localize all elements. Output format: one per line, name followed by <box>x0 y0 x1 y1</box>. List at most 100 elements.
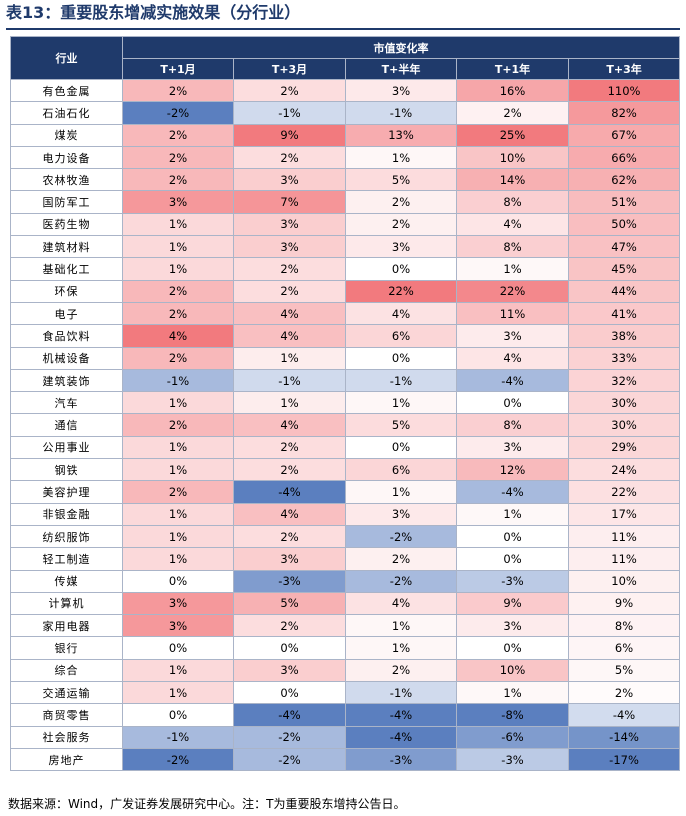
table-row: 交通运输 1% 0% -1% 1% 2% <box>10 681 681 705</box>
value-cell: 11% <box>567 524 681 549</box>
value-cell: 8% <box>567 614 681 638</box>
value-cell: 3% <box>345 235 457 259</box>
industry-cell: 计算机 <box>10 591 123 616</box>
value-cell: 1% <box>122 681 234 705</box>
value-cell: -4% <box>456 480 569 504</box>
value-cell: 2% <box>233 78 346 103</box>
table-row: 机械设备 2% 1% 0% 4% 33% <box>10 346 681 370</box>
value-cell: 3% <box>456 614 569 638</box>
value-cell: 2% <box>122 413 234 437</box>
table-row: 社会服务 -1% -2% -4% -6% -14% <box>10 725 681 749</box>
value-cell: 14% <box>456 168 569 192</box>
value-cell: 6% <box>567 636 681 660</box>
value-cell: 2% <box>122 78 234 103</box>
value-cell: 1% <box>122 235 234 259</box>
value-cell: 0% <box>456 636 569 660</box>
value-cell: 2% <box>345 212 457 237</box>
value-cell: 2% <box>233 458 346 482</box>
table-row: 石油石化 -2% -1% -1% 2% 82% <box>10 101 681 125</box>
value-cell: -4% <box>233 480 346 504</box>
industry-cell: 家用电器 <box>10 614 123 638</box>
value-cell: 110% <box>567 78 681 103</box>
value-cell: 0% <box>456 547 569 571</box>
value-cell: -4% <box>345 703 457 727</box>
industry-cell: 建筑装饰 <box>10 368 123 393</box>
value-cell: -1% <box>233 101 346 125</box>
value-cell: -17% <box>567 747 681 772</box>
value-cell: 67% <box>567 123 681 147</box>
industry-cell: 综合 <box>10 658 123 683</box>
value-cell: 9% <box>456 591 569 616</box>
value-cell: 4% <box>345 301 457 326</box>
value-cell: 0% <box>233 636 346 660</box>
industry-cell: 非银金融 <box>10 502 123 526</box>
value-cell: 3% <box>456 435 569 460</box>
table-row: 银行 0% 0% 1% 0% 6% <box>10 636 681 660</box>
value-cell: 4% <box>122 324 234 348</box>
effect-table: 行业 市值变化率 T+1月 T+3月 T+半年 T+1年 T+3年 有色金属 2%… <box>10 36 681 772</box>
industry-cell: 银行 <box>10 636 123 660</box>
industry-cell: 电力设备 <box>10 145 123 170</box>
value-cell: 2% <box>122 480 234 504</box>
industry-cell: 基础化工 <box>10 257 123 281</box>
value-cell: 22% <box>345 279 457 303</box>
value-cell: 3% <box>233 547 346 571</box>
value-cell: 2% <box>122 301 234 326</box>
table-row: 国防军工 3% 7% 2% 8% 51% <box>10 190 681 214</box>
source-footnote: 数据来源：Wind，广发证券发展研究中心。注：T为重要股东增持公告日。 <box>8 797 406 811</box>
value-cell: 1% <box>345 636 457 660</box>
value-cell: 50% <box>567 212 681 237</box>
value-cell: -2% <box>345 569 457 593</box>
value-cell: 1% <box>456 502 569 526</box>
industry-cell: 轻工制造 <box>10 547 123 571</box>
value-cell: 0% <box>345 257 457 281</box>
value-cell: -1% <box>345 368 457 393</box>
industry-cell: 房地产 <box>10 747 123 772</box>
value-cell: 10% <box>456 658 569 683</box>
value-cell: 4% <box>233 502 346 526</box>
value-cell: 0% <box>345 435 457 460</box>
value-cell: -4% <box>345 725 457 749</box>
value-cell: -3% <box>456 569 569 593</box>
value-cell: 0% <box>233 681 346 705</box>
value-cell: 38% <box>567 324 681 348</box>
value-cell: 3% <box>233 212 346 237</box>
industry-header: 行业 <box>10 36 123 80</box>
value-cell: 13% <box>345 123 457 147</box>
industry-cell: 电子 <box>10 301 123 326</box>
value-cell: -1% <box>345 101 457 125</box>
value-cell: 66% <box>567 145 681 170</box>
value-cell: 6% <box>345 324 457 348</box>
value-cell: 1% <box>233 346 346 370</box>
value-cell: 41% <box>567 301 681 326</box>
value-cell: 5% <box>233 591 346 616</box>
table-row: 农林牧渔 2% 3% 5% 14% 62% <box>10 168 681 192</box>
value-cell: 3% <box>122 614 234 638</box>
table-row: 电力设备 2% 2% 1% 10% 66% <box>10 145 681 170</box>
table-row: 电子 2% 4% 4% 11% 41% <box>10 301 681 326</box>
industry-cell: 商贸零售 <box>10 703 123 727</box>
value-cell: 45% <box>567 257 681 281</box>
value-cell: 2% <box>233 145 346 170</box>
value-cell: 16% <box>456 78 569 103</box>
value-cell: 51% <box>567 190 681 214</box>
table-row: 传媒 0% -3% -2% -3% 10% <box>10 569 681 593</box>
table-row: 计算机 3% 5% 4% 9% 9% <box>10 591 681 616</box>
industry-cell: 建筑材料 <box>10 235 123 259</box>
value-cell: 8% <box>456 235 569 259</box>
value-cell: 1% <box>122 212 234 237</box>
industry-cell: 交通运输 <box>10 681 123 705</box>
title-divider <box>6 28 680 30</box>
value-cell: 0% <box>345 346 457 370</box>
value-cell: -6% <box>456 725 569 749</box>
industry-cell: 石油石化 <box>10 101 123 125</box>
industry-cell: 公用事业 <box>10 435 123 460</box>
industry-cell: 传媒 <box>10 569 123 593</box>
value-cell: 22% <box>456 279 569 303</box>
industry-cell: 医药生物 <box>10 212 123 237</box>
industry-cell: 钢铁 <box>10 458 123 482</box>
table-row: 钢铁 1% 2% 6% 12% 24% <box>10 458 681 482</box>
value-cell: 5% <box>345 413 457 437</box>
value-cell: 2% <box>456 101 569 125</box>
value-cell: 1% <box>122 547 234 571</box>
